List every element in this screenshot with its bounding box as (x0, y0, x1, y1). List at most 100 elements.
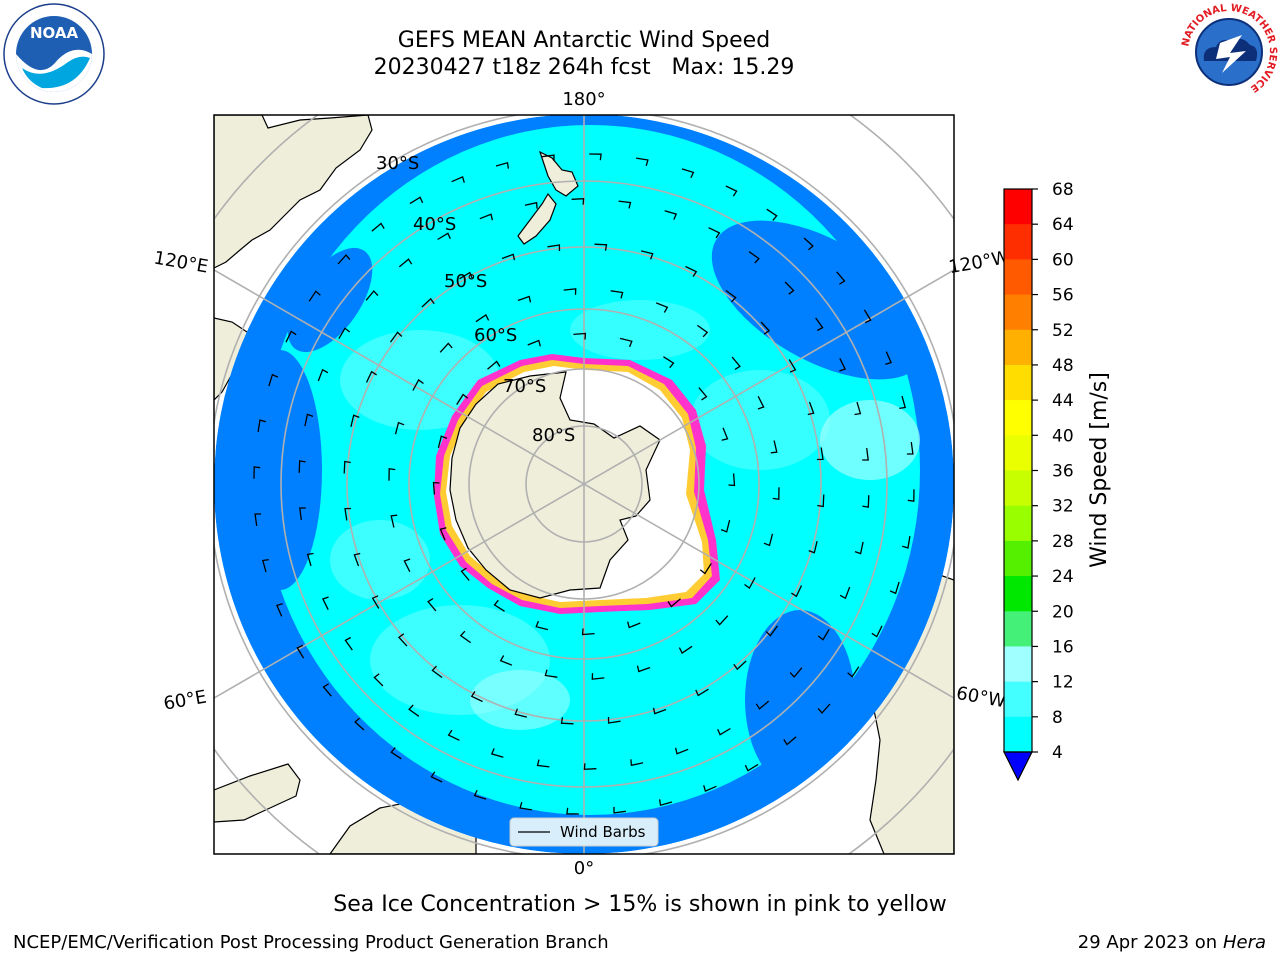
wind-barb (322, 683, 332, 697)
australia-land (214, 115, 373, 269)
wind-barb (253, 466, 261, 479)
graticule (214, 115, 954, 854)
wind-barb (655, 302, 669, 313)
wind-barb (371, 222, 385, 232)
wind-barb (725, 185, 738, 197)
wind-barb (439, 342, 453, 353)
colorbar-tick-label: 24 (1052, 567, 1074, 587)
wind-barb (698, 387, 708, 401)
wind-barb (591, 673, 605, 680)
wind-barb (807, 401, 815, 416)
colorbar-tick-label: 16 (1052, 637, 1074, 657)
map-frame (213, 114, 955, 855)
wind-barb (899, 395, 907, 410)
wind-barb (566, 807, 579, 815)
wind-barb (390, 514, 398, 528)
wind-barb (664, 210, 678, 220)
wind-barb (412, 379, 424, 391)
wind-barb (630, 759, 644, 767)
wind-barb (408, 704, 420, 717)
wind-barb (847, 666, 860, 678)
colorbar-segment (1004, 189, 1032, 225)
wind-barb (344, 507, 352, 521)
colorbar-segment (1004, 329, 1032, 366)
lon-label-0: 0° (574, 858, 594, 879)
wind-barb (681, 168, 695, 179)
wind-barb (296, 644, 305, 659)
colorbar-segment (1004, 224, 1032, 260)
wind-barb (321, 596, 329, 610)
wind-barb (862, 495, 870, 508)
wind-barb (317, 368, 329, 382)
wind-barb (685, 265, 698, 277)
wind-barb (885, 351, 892, 365)
wind-barb (733, 660, 747, 671)
lon-label-120e: 120°E (152, 247, 210, 277)
wind-barb (817, 703, 831, 714)
lat-label-60s: 60°S (474, 325, 517, 346)
wind-barb (354, 717, 365, 731)
wind-barb (763, 533, 774, 547)
colorbar-segment (1004, 611, 1032, 647)
wind-barb (728, 473, 736, 487)
wind-barb (276, 603, 283, 617)
wind-barb (535, 620, 549, 631)
wind-barb (854, 401, 862, 416)
wind-barb (527, 339, 541, 347)
wind-barb (460, 567, 470, 581)
wind-barb (573, 332, 587, 340)
wind-barb (299, 507, 306, 520)
wind-barb (744, 577, 756, 589)
colorbar-tick-label: 48 (1052, 356, 1074, 376)
wind-barb (298, 460, 306, 473)
wind-barb (409, 196, 424, 205)
wind-barb (610, 290, 624, 299)
wind-barb (760, 321, 771, 335)
lon-label-60w: 60°W (955, 683, 1008, 712)
colorbar-tick-label: 12 (1052, 673, 1074, 693)
colorbar-tick-label: 68 (1052, 180, 1074, 200)
wind-barb (344, 636, 353, 651)
map-legend: Wind Barbs (509, 817, 659, 847)
wind-barb (261, 558, 269, 573)
wind-barb (427, 597, 437, 612)
wind-barb (337, 254, 351, 265)
wind-barb (772, 487, 780, 501)
lon-label-60e: 60°E (162, 686, 208, 714)
wind-barb (715, 615, 729, 626)
wind-barb (784, 281, 795, 295)
wind-barb (398, 258, 413, 268)
wind-barb (430, 771, 443, 783)
wind-barb (304, 413, 314, 427)
wind-barb (547, 244, 561, 252)
wind-barb (439, 527, 447, 541)
colorbar-tick-label: 28 (1052, 532, 1074, 552)
lat-label-50s: 50°S (444, 271, 487, 292)
wind-barb (731, 356, 741, 371)
madagascar-land (214, 763, 301, 823)
wind-barb (451, 176, 465, 183)
wind-barb (902, 535, 911, 549)
wind-barb (519, 802, 533, 811)
colorbar-segment (1004, 259, 1032, 296)
wind-barb (627, 621, 641, 629)
wind-barb (373, 673, 384, 687)
wind-barb (459, 630, 471, 644)
wind-barb (839, 358, 847, 372)
colorbar-segment (1004, 540, 1032, 577)
wind-barb (906, 442, 914, 455)
sea-ice-note: Sea Ice Concentration > 15% is shown in … (333, 892, 947, 917)
wind-barb (817, 494, 825, 508)
wind-barbs (253, 153, 915, 815)
lon-label-120w: 120°W (947, 247, 1011, 278)
wind-barb (437, 435, 448, 449)
colorbar-segment (1004, 400, 1032, 436)
wind-barb (783, 736, 797, 746)
wind-barb (524, 201, 538, 209)
footer-left: NCEP/EMC/Verification Post Processing Pr… (13, 932, 609, 953)
colorbar-extend-arrow (1003, 751, 1033, 782)
lat-label-70s: 70°S (503, 376, 546, 397)
colorbar-tick-label: 56 (1052, 286, 1074, 306)
wind-barb (594, 243, 608, 251)
wind-barb (493, 599, 505, 612)
